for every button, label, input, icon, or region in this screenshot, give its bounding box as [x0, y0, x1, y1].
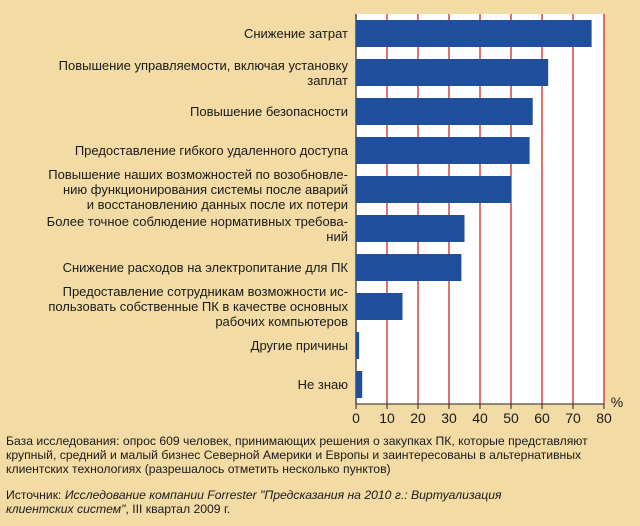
category-label: Снижение затрат	[243, 26, 348, 41]
x-tick-label: 20	[410, 410, 426, 426]
bar	[356, 176, 511, 203]
x-tick-label: 30	[441, 410, 457, 426]
survey-base-note: База исследования: опрос 609 человек, пр…	[6, 434, 588, 476]
x-tick-label: 50	[503, 410, 519, 426]
category-label: Повышение управляемости, включая установ…	[58, 58, 348, 88]
bar	[356, 20, 592, 47]
x-tick-label: 40	[472, 410, 488, 426]
category-label: Предоставление сотрудникам возможности и…	[48, 284, 348, 329]
bar	[356, 293, 403, 320]
category-label: Более точное соблюдение нормативных треб…	[46, 214, 348, 244]
source-note: Источник: Исследование компании Forreste…	[6, 488, 566, 516]
x-tick-label: 80	[596, 410, 612, 426]
category-label: Повышение безопасности	[190, 104, 348, 119]
bar	[356, 332, 360, 359]
x-tick-label: 70	[565, 410, 581, 426]
category-label: Другие причины	[250, 338, 348, 353]
bar	[356, 371, 363, 398]
bar	[356, 215, 465, 242]
category-label: Снижение расходов на электропитание для …	[62, 260, 348, 275]
bar	[356, 59, 549, 86]
x-tick-label: 10	[379, 410, 395, 426]
source-suffix: , III квартал 2009 г.	[125, 502, 231, 516]
x-tick-label: 60	[534, 410, 550, 426]
bar	[356, 137, 530, 164]
bar	[356, 98, 533, 125]
bar-chart: 0 10 20 30 40 50 60 70 80%	[352, 14, 623, 426]
category-label: Предоставление гибкого удаленного доступ…	[74, 143, 348, 158]
x-unit-label: %	[611, 394, 623, 410]
source-title: Исследование компании Forrester "Предска…	[6, 488, 502, 516]
bar	[356, 254, 462, 281]
source-prefix: Источник:	[6, 488, 65, 502]
x-tick-label: 0	[352, 410, 360, 426]
category-label: Не знаю	[297, 377, 348, 392]
category-label: Повышение наших возможностей по возобнов…	[48, 167, 348, 212]
